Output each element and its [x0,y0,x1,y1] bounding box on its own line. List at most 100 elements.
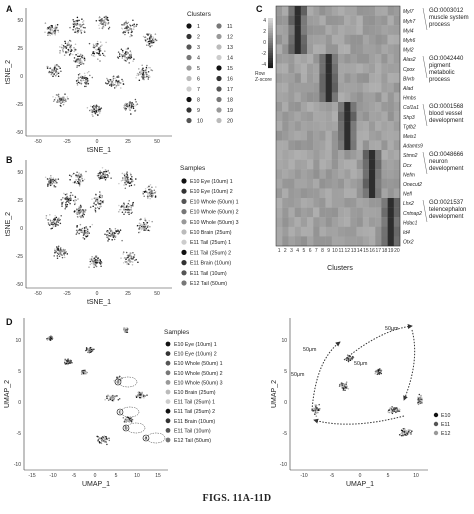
heatmap-cell [393,63,401,74]
legend-swatch [216,33,222,40]
heatmap-cell [381,111,388,122]
heatmap-cell [294,217,301,227]
scatter-point [129,27,131,29]
scatter-point [92,259,94,261]
scatter-point [133,184,136,186]
panel-d-left-xtick: -5 [72,473,77,479]
scatter-point [89,226,91,228]
scatter-point [130,113,132,115]
panel-d-left-xlabel: UMAP_1 [82,481,110,488]
scatter-point [129,177,132,180]
scatter-point [96,198,99,201]
scatter-point [93,209,96,211]
scatter-point [122,204,125,207]
scatter-point [106,16,109,19]
scatter-point [62,96,65,98]
heatmap-xtick: 20 [394,248,400,254]
heatmap-cell [338,111,345,122]
heatmap-xtick: 10 [332,248,338,254]
scatter-point [96,202,99,204]
heatmap-cell [344,198,351,208]
scatter-point [51,227,53,229]
scatter-point [104,55,106,57]
panel-a-xtick: 25 [125,139,131,145]
scatter-point [149,44,152,47]
scatter-point [45,215,48,217]
heatmap-cell [356,226,363,237]
heatmap-cell [350,121,357,131]
heatmap-cell [288,34,295,45]
gene-label: Myh7 [403,19,415,25]
legend-swatch [216,54,222,61]
scatter-point [57,29,59,32]
scatter-point [74,200,76,203]
scatter-point [53,218,55,221]
heatmap-cell [387,15,394,26]
heatmap-cell [331,188,339,199]
scatter-point [127,256,129,259]
heatmap-cell [338,73,345,83]
scatter-point [57,31,60,33]
scatter-point [47,181,50,183]
scatter-point [401,432,403,434]
heatmap-cell [338,140,345,151]
scatter-point [101,438,104,440]
scatter-point [145,71,147,74]
heatmap-cell [387,150,394,160]
scatter-point [94,210,97,213]
scatter-point [61,197,64,200]
scatter-point [139,396,142,399]
heatmap-cell [393,15,401,26]
scatter-point [54,34,57,36]
scatter-point [69,179,71,181]
scatter-point [135,258,137,261]
scatter-point [144,226,147,229]
heatmap-cell [338,121,345,131]
panel-d-left-xtick: 15 [155,473,161,479]
scatter-point [122,32,124,34]
heatmap-cell [288,111,295,122]
heatmap-cell [369,198,376,208]
heatmap-cell [307,140,314,151]
scatter-point [125,208,127,211]
scatter-point [400,434,403,437]
scatter-point [100,107,102,110]
scatter-point [421,401,423,404]
scatter-point [112,397,115,399]
scatter-point [47,26,49,29]
scatter-point [84,231,87,234]
scatter-point [348,357,351,360]
scatter-point [105,21,107,24]
scatter-point [44,176,47,178]
heatmap-cell [300,111,308,122]
scatter-point [54,249,56,252]
heatmap-cell [344,159,351,170]
heatmap-cell [288,6,295,16]
scale-swatch [268,38,273,41]
gene-label: Alad [402,86,413,92]
scatter-point [80,371,83,374]
heatmap-cell [350,102,357,112]
scatter-point [54,214,56,217]
scatter-point [69,39,71,42]
scatter-point [68,54,71,56]
scatter-point [143,225,145,228]
heatmap-cell [369,102,376,112]
scatter-point [127,176,129,179]
heatmap-cell [313,150,320,160]
scatter-point [79,61,82,64]
scatter-point [98,261,101,264]
scatter-point [405,430,408,433]
scatter-point [144,223,147,226]
scatter-point [112,75,115,78]
scatter-point [108,439,111,442]
scatter-point [69,26,71,29]
heatmap-cell [356,102,363,112]
scatter-point [89,349,91,352]
scatter-point [79,57,82,60]
scatter-point [48,182,50,185]
heatmap-cell [350,198,357,208]
scatter-point [113,235,115,237]
scatter-point [78,232,80,235]
scatter-point [100,171,102,174]
